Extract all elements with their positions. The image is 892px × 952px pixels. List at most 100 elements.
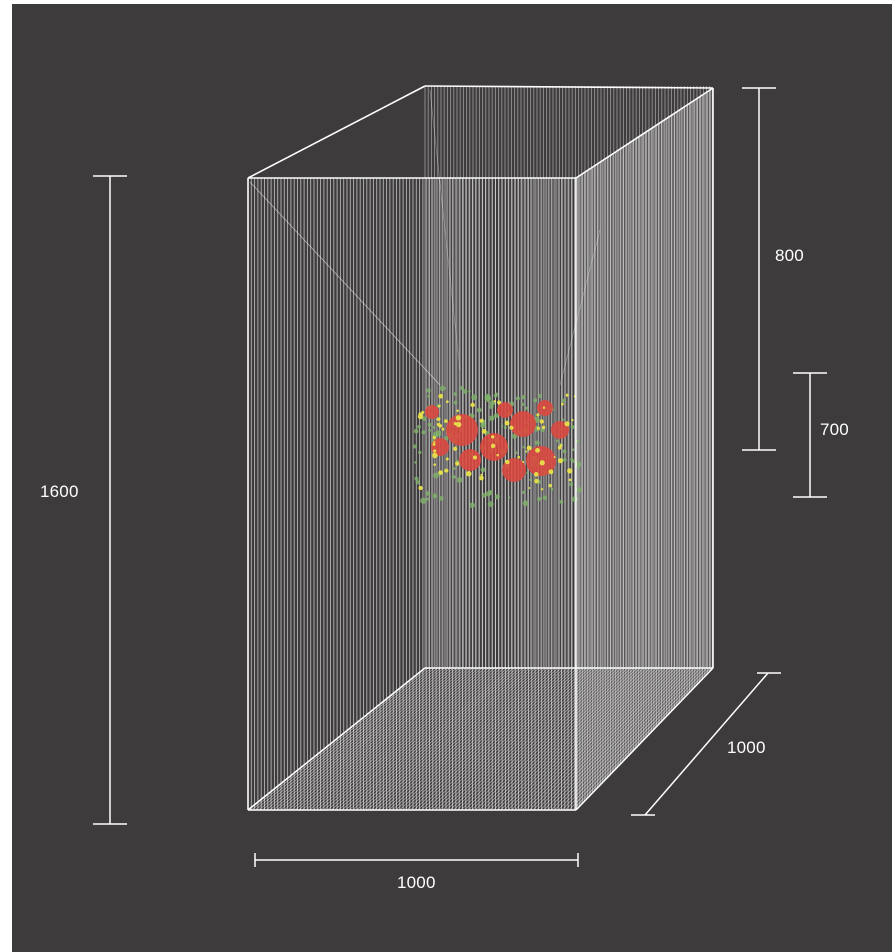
flower-shape [441,427,445,431]
flower-shape [541,425,546,430]
flower-shape [571,419,574,422]
flower-shape [459,449,481,471]
flower-shape [412,444,418,449]
flower-shape [433,449,437,453]
string-line [493,667,641,811]
flower-shape [493,393,498,398]
flower-shape [561,402,564,406]
flower-shape [436,417,441,421]
flower-shape [567,468,573,474]
flower-shape [489,404,494,409]
flower-shape [559,499,564,504]
flower-shape [522,460,525,463]
flower-shape [470,402,475,408]
flower-shape [480,422,486,429]
string-line [309,667,480,811]
flower-shape [561,398,566,403]
flower-shape [438,393,444,399]
flower-shape [533,398,538,403]
string-line [471,667,622,811]
flower-shape [420,497,427,504]
flower-shape [446,400,449,403]
flower-shape [522,490,526,495]
flower-shape [456,421,462,428]
flower-shape [488,415,495,421]
flower-shape [428,428,432,432]
flower-shape [469,502,476,509]
flower-shape [456,409,459,413]
flower-shape [551,421,569,439]
flower-shape [522,500,529,507]
flower-shape [526,471,529,475]
flower-shape [446,414,478,446]
flower-shape [414,460,418,464]
string-line [431,667,587,811]
flower-shape [480,467,486,473]
flower-shape [413,428,419,434]
flower-shape [484,393,491,401]
flower-shape [418,450,422,455]
string-line [475,667,625,811]
flower-shape [536,426,540,430]
flower-shape [522,445,526,449]
flower-shape [435,430,442,437]
string-line [438,667,594,811]
flower-shape [542,406,546,409]
flower-shape [525,406,529,410]
flower-shape [425,491,431,496]
flower-shape [462,389,468,394]
flower-shape [418,485,423,491]
flower-shape [525,450,528,453]
flower-shape [540,428,545,433]
flower-shape [451,474,456,479]
height-total-label: 1600 [40,482,79,501]
flower-shape [436,422,441,427]
flower-shape [465,470,472,477]
flower-shape [526,445,532,451]
flower-shape [432,452,438,459]
flower-shape [570,424,575,430]
flower-shape [471,394,478,401]
flower-shape [510,411,536,437]
flower-shape [562,449,567,454]
string-line [345,667,511,811]
flower-shape [534,478,539,484]
string-line [341,667,508,811]
width-label: 1000 [397,873,436,892]
flower-shape [432,493,438,499]
flower-shape [504,420,510,426]
flower-shape [561,418,565,421]
flower-shape [521,394,526,400]
flower-shape [427,422,432,427]
flower-shape [438,495,444,501]
flower-shape [494,494,500,500]
string-line [330,667,499,811]
flower-shape [493,413,499,419]
flower-shape [505,459,510,465]
flower-shape [550,487,554,491]
flower-shape [568,478,572,482]
flower-shape [542,495,548,501]
flower-shape [432,425,435,429]
string-line [446,667,600,811]
flower-shape [497,400,502,405]
frame-edge [424,85,714,89]
height-inner-label: 700 [820,420,849,439]
flower-shape [537,394,542,398]
flower-shape [480,473,483,477]
flower-shape [500,424,504,428]
front-face-strings [247,178,576,810]
string-line [323,667,492,811]
flower-shape [468,389,471,393]
back-face-strings [424,86,711,668]
flower-shape [576,465,580,469]
frame-edge [247,85,426,179]
string-line [312,667,483,811]
flower-shape [515,451,518,455]
flower-shape [453,392,458,397]
string-line [467,667,619,811]
flower-shape [537,496,542,502]
string-line [334,667,502,811]
string-line [489,667,638,811]
